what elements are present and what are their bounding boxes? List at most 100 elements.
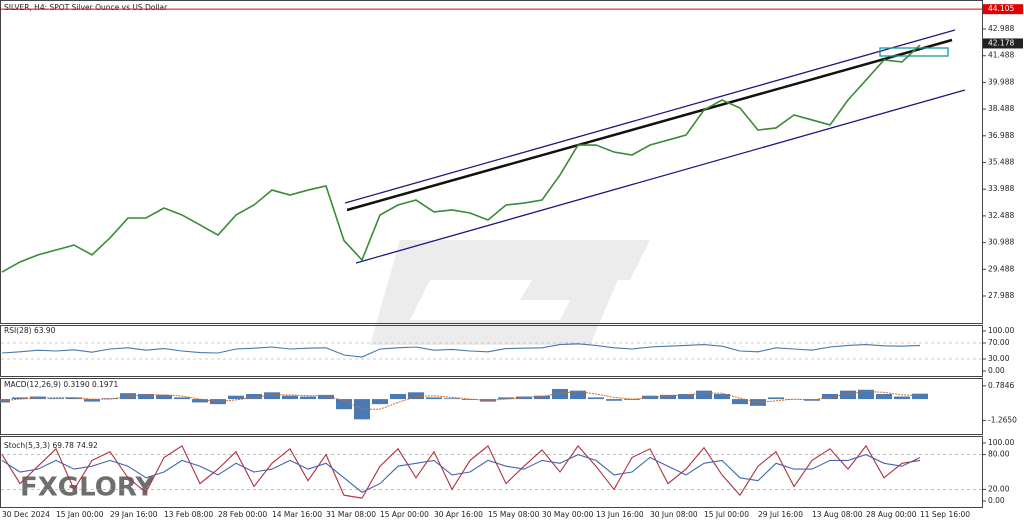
x-tick-label: 30 Dec 2024 bbox=[2, 510, 50, 519]
main-panel-frame bbox=[0, 0, 983, 324]
stoch-panel-frame bbox=[0, 436, 983, 508]
histogram-bar bbox=[606, 399, 622, 401]
histogram-bar bbox=[66, 397, 82, 400]
data-line bbox=[1, 343, 921, 358]
data-line bbox=[1, 454, 921, 493]
histogram-bar bbox=[714, 394, 730, 400]
histogram-bar bbox=[444, 398, 460, 400]
histogram-bar bbox=[282, 395, 298, 400]
y-tick-label: 80.00 bbox=[988, 450, 1010, 459]
x-tick-label: 15 Apr 00:00 bbox=[380, 510, 429, 519]
histogram-bar bbox=[660, 394, 676, 400]
x-tick-label: 31 Mar 08:00 bbox=[326, 510, 376, 519]
histogram-bar bbox=[390, 394, 406, 400]
histogram-bar bbox=[750, 399, 766, 406]
trend-line bbox=[346, 38, 953, 212]
histogram-bar bbox=[678, 394, 694, 400]
y-tick-label: 42.988 bbox=[988, 24, 1014, 33]
x-tick-label: 29 Jan 16:00 bbox=[110, 510, 158, 519]
histogram-bar bbox=[768, 397, 784, 400]
rsi-panel-frame bbox=[0, 325, 983, 377]
histogram-bar bbox=[408, 392, 424, 400]
x-tick-label: 30 May 00:00 bbox=[542, 510, 594, 519]
histogram-bar bbox=[552, 388, 568, 400]
histogram-bar bbox=[84, 399, 100, 402]
data-line bbox=[1, 44, 921, 273]
last-price-box bbox=[983, 38, 1023, 49]
x-tick-label: 13 Feb 08:00 bbox=[164, 510, 213, 519]
last-price-label: 42.178 bbox=[988, 38, 1014, 47]
panel-title: MACD(12,26,9) 0.3190 0.1971 bbox=[4, 380, 118, 389]
watermark: FXGLORY bbox=[20, 473, 155, 503]
histogram-bar bbox=[732, 399, 748, 405]
y-tick-label: 100.00 bbox=[988, 438, 1014, 447]
histogram-bar bbox=[246, 394, 262, 400]
level-label: 44.105 bbox=[988, 4, 1014, 13]
histogram-bar bbox=[570, 390, 586, 400]
histogram-bar bbox=[912, 393, 928, 400]
y-tick-label: 41.488 bbox=[988, 51, 1014, 60]
y-tick-label: 27.988 bbox=[988, 291, 1014, 300]
histogram-bar bbox=[228, 395, 244, 400]
histogram-bar bbox=[822, 394, 838, 400]
x-tick-label: 28 Aug 00:00 bbox=[866, 510, 917, 519]
histogram-bar bbox=[264, 392, 280, 400]
histogram-bar bbox=[156, 394, 172, 400]
x-tick-label: 30 Jun 08:00 bbox=[650, 510, 698, 519]
y-tick-label: 70.00 bbox=[988, 338, 1010, 347]
y-tick-label: 35.488 bbox=[988, 158, 1014, 167]
x-tick-label: 29 Jul 16:00 bbox=[758, 510, 803, 519]
histogram-bar bbox=[192, 399, 208, 403]
x-tick-label: 15 May 08:00 bbox=[488, 510, 540, 519]
y-tick-label: -1.2650 bbox=[988, 415, 1017, 424]
x-tick-label: 13 Jun 16:00 bbox=[596, 510, 644, 519]
panel-title: Stoch(5,3,3) 69.78 74.92 bbox=[4, 441, 98, 450]
x-tick-label: 13 Aug 08:00 bbox=[812, 510, 863, 519]
panel-title: RSI(28) 63.90 bbox=[4, 326, 56, 335]
y-tick-label: 29.488 bbox=[988, 264, 1014, 273]
histogram-bar bbox=[426, 397, 442, 400]
histogram-bar bbox=[0, 399, 10, 403]
y-tick-label: 0.7846 bbox=[988, 381, 1014, 390]
chart-title: SILVER, H4: SPOT Silver Ounce vs US Doll… bbox=[4, 3, 168, 12]
channel-lower bbox=[355, 89, 966, 264]
y-tick-label: 100.00 bbox=[988, 326, 1014, 335]
x-tick-label: 14 Mar 16:00 bbox=[272, 510, 322, 519]
histogram-bar bbox=[498, 397, 514, 400]
logo-watermark bbox=[370, 240, 650, 345]
histogram-bar bbox=[696, 390, 712, 400]
y-tick-label: 20.00 bbox=[988, 484, 1010, 493]
logo-shape bbox=[370, 240, 650, 345]
histogram-bar bbox=[174, 397, 190, 400]
histogram-bar bbox=[12, 397, 28, 400]
histogram-bar bbox=[534, 395, 550, 400]
histogram-bar bbox=[372, 399, 388, 405]
y-tick-label: 39.988 bbox=[988, 77, 1014, 86]
x-tick-label: 11 Sep 16:00 bbox=[920, 510, 970, 519]
channel-upper bbox=[344, 29, 956, 204]
histogram-bar bbox=[876, 394, 892, 400]
histogram-bar bbox=[840, 390, 856, 400]
y-tick-label: 30.988 bbox=[988, 238, 1014, 247]
histogram-bar bbox=[300, 396, 316, 400]
x-tick-label: 28 Feb 00:00 bbox=[218, 510, 267, 519]
y-tick-label: 38.488 bbox=[988, 104, 1014, 113]
y-tick-label: 36.988 bbox=[988, 131, 1014, 140]
x-tick-label: 15 Jul 00:00 bbox=[704, 510, 749, 519]
y-tick-label: 30.00 bbox=[988, 354, 1010, 363]
histogram-bar bbox=[336, 399, 352, 410]
macd-panel-frame bbox=[0, 378, 983, 435]
level-label-box bbox=[983, 4, 1023, 15]
y-tick-label: 0.00 bbox=[988, 496, 1005, 505]
histogram-bar bbox=[138, 394, 154, 400]
x-tick-label: 15 Jan 00:00 bbox=[56, 510, 104, 519]
y-tick-label: 33.988 bbox=[988, 184, 1014, 193]
histogram-bar bbox=[318, 394, 334, 400]
y-tick-label: 32.488 bbox=[988, 211, 1014, 220]
histogram-bar bbox=[588, 397, 604, 400]
histogram-bar bbox=[48, 398, 64, 400]
zone-box bbox=[879, 47, 949, 57]
y-tick-label: 0.00 bbox=[988, 366, 1005, 375]
histogram-bar bbox=[894, 396, 910, 400]
